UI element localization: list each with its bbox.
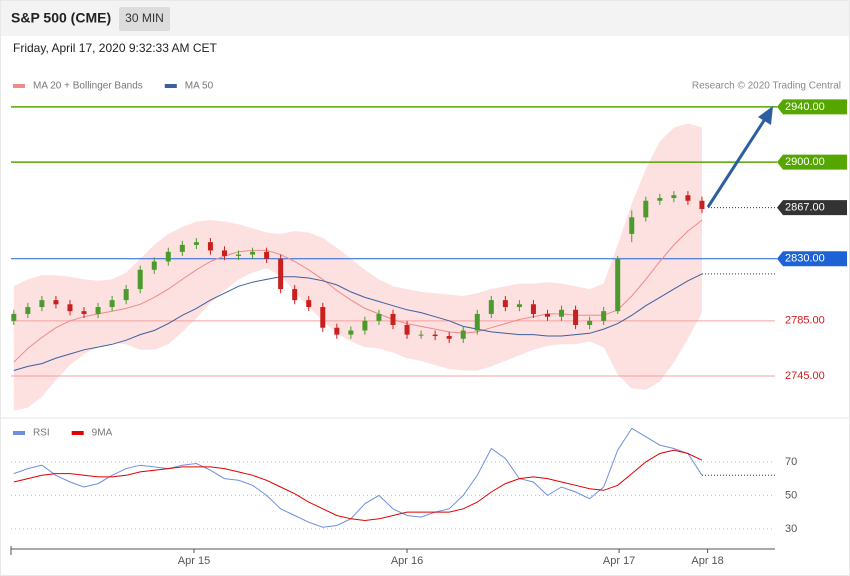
date: Friday, April 17, 2020 9:32:33 AM CET bbox=[13, 41, 218, 55]
legend-label: MA 50 bbox=[185, 81, 214, 92]
x-tick-label: Apr 16 bbox=[391, 555, 423, 567]
level-box bbox=[777, 99, 847, 115]
legend-label: RSI bbox=[33, 428, 50, 439]
y-tick-label: 30 bbox=[785, 523, 797, 535]
candle-body bbox=[95, 307, 101, 314]
forecast-arrow bbox=[706, 118, 767, 208]
candle-body bbox=[348, 330, 354, 335]
candle-body bbox=[362, 320, 368, 331]
candle-body bbox=[320, 307, 326, 328]
level-label: 2830.00 bbox=[785, 253, 825, 265]
indicator-line bbox=[13, 427, 703, 528]
candle-body bbox=[418, 334, 424, 336]
candle-body bbox=[573, 309, 579, 325]
candle-body bbox=[292, 289, 298, 301]
candle-body bbox=[151, 261, 157, 270]
candle-body bbox=[587, 320, 593, 325]
legend-label: 9MA bbox=[92, 428, 113, 439]
candle-body bbox=[685, 195, 691, 201]
bollinger-band bbox=[13, 123, 703, 411]
candle-body bbox=[53, 300, 59, 305]
candle-body bbox=[11, 313, 17, 321]
candle-body bbox=[81, 311, 87, 314]
level-label: 2900.00 bbox=[785, 156, 825, 168]
candle-body bbox=[516, 304, 522, 308]
candle-body bbox=[179, 244, 185, 252]
candle-body bbox=[446, 336, 452, 339]
candle-body bbox=[474, 313, 480, 331]
candle-body bbox=[306, 300, 312, 308]
candle-body bbox=[390, 313, 396, 325]
forecast-arrowhead bbox=[758, 106, 773, 125]
candle-body bbox=[460, 330, 466, 339]
level-label: 2745.00 bbox=[785, 370, 825, 382]
candle-body bbox=[629, 217, 635, 234]
candle-body bbox=[165, 251, 171, 262]
indicator-line bbox=[13, 449, 703, 522]
level-box bbox=[777, 251, 847, 267]
y-tick-label: 70 bbox=[785, 456, 797, 468]
candle-body bbox=[334, 327, 340, 335]
candle-body bbox=[278, 258, 284, 290]
candle-body bbox=[502, 300, 508, 308]
legend-label: MA 20 + Bollinger Bands bbox=[33, 81, 143, 92]
candle-body bbox=[25, 307, 31, 314]
candle-body bbox=[544, 313, 550, 317]
candle-body bbox=[615, 258, 621, 312]
candle-body bbox=[657, 197, 663, 201]
candle-body bbox=[67, 304, 73, 312]
candle-body bbox=[530, 304, 536, 314]
interval-label[interactable]: 30 MIN bbox=[125, 11, 164, 25]
candle-body bbox=[559, 309, 565, 317]
x-tick-label: Apr 17 bbox=[603, 555, 635, 567]
level-label: 2785.00 bbox=[785, 315, 825, 327]
legend-swatch bbox=[13, 84, 25, 88]
candle-body bbox=[432, 334, 438, 337]
legend-swatch bbox=[13, 431, 25, 435]
candle-body bbox=[193, 242, 199, 245]
legend-swatch bbox=[71, 431, 84, 435]
level-box bbox=[777, 154, 847, 170]
credit: Research © 2020 Trading Central bbox=[692, 81, 841, 92]
candle-body bbox=[236, 254, 242, 256]
candle-body bbox=[601, 311, 607, 321]
y-tick-label: 50 bbox=[785, 489, 797, 501]
candle-body bbox=[643, 200, 649, 218]
level-label: 2940.00 bbox=[785, 101, 825, 113]
candle-body bbox=[488, 300, 494, 314]
level-box bbox=[777, 200, 847, 216]
x-tick-label: Apr 15 bbox=[178, 555, 210, 567]
candle-body bbox=[137, 269, 143, 290]
candle-body bbox=[109, 300, 115, 308]
interval-badge[interactable] bbox=[119, 7, 170, 31]
candle-body bbox=[39, 300, 45, 308]
candle-body bbox=[376, 313, 382, 321]
candle-body bbox=[671, 195, 677, 198]
x-tick-label: Apr 18 bbox=[691, 555, 723, 567]
candle-body bbox=[221, 250, 227, 256]
level-label: 2867.00 bbox=[785, 202, 825, 214]
moving-average bbox=[13, 219, 703, 363]
legend-swatch bbox=[164, 84, 177, 88]
moving-average bbox=[13, 273, 703, 371]
candle-body bbox=[699, 200, 705, 210]
candle-body bbox=[207, 242, 213, 251]
title: S&P 500 (CME) bbox=[11, 10, 111, 26]
candle-body bbox=[250, 251, 256, 255]
candle-body bbox=[264, 251, 270, 259]
candle-body bbox=[123, 289, 129, 301]
candle-body bbox=[404, 324, 410, 335]
